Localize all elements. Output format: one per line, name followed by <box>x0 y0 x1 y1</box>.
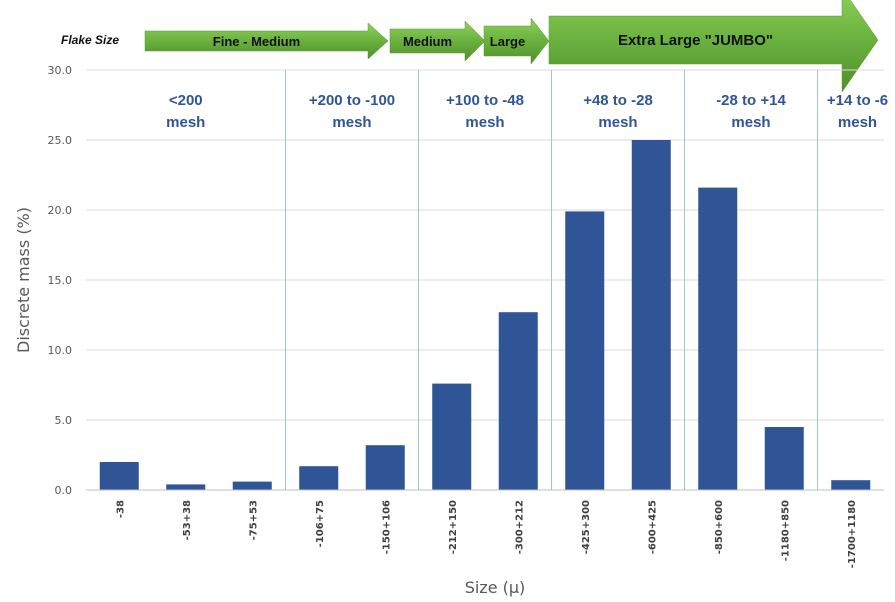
mesh-band-range: +14 to -6 <box>827 92 888 109</box>
x-tick-label: -600+425 <box>647 500 658 554</box>
bar <box>166 484 206 490</box>
y-axis-title: Discrete mass (%) <box>14 207 33 353</box>
gridlines <box>86 69 884 491</box>
x-tick-labels: -38 -53+38 -75+53 -106+75 -150+106 -212+150 -3… <box>115 500 858 568</box>
y-tick-label: 30.0 <box>48 64 73 77</box>
mesh-band-unit: mesh <box>465 114 504 131</box>
x-tick-label: -300+212 <box>514 500 525 554</box>
x-tick-label: -1700+1180 <box>847 500 858 568</box>
flake-size-label: Flake Size <box>61 33 119 47</box>
mesh-band-unit: mesh <box>731 114 770 131</box>
flake-size-arrow <box>483 17 550 65</box>
y-tick-label: 10.0 <box>48 344 73 357</box>
mesh-band-range: +100 to -48 <box>446 92 524 109</box>
mesh-band-unit: mesh <box>166 114 205 131</box>
x-tick-label: -212+150 <box>448 500 459 554</box>
x-tick-label: -53+38 <box>182 500 193 540</box>
flake-size-arrows: Fine - Medium Medium Large Extra Large "JUM… <box>144 0 879 93</box>
mesh-band-range: +48 to -28 <box>583 92 653 109</box>
bar <box>299 466 339 490</box>
bar <box>764 427 804 490</box>
bar <box>432 383 472 490</box>
mesh-band-unit: mesh <box>838 114 877 131</box>
x-tick-label: -150+106 <box>381 500 392 554</box>
x-tick-label: -425+300 <box>581 500 592 554</box>
bar <box>831 480 871 490</box>
bar <box>698 187 738 490</box>
bar <box>631 140 671 490</box>
x-tick-label: -850+600 <box>714 500 725 554</box>
mesh-band-range: <200 <box>169 92 203 109</box>
flake-size-category: Extra Large "JUMBO" <box>618 32 773 49</box>
bar <box>498 312 538 490</box>
y-tick-label: 15.0 <box>48 274 73 287</box>
y-tick-label: 0.0 <box>55 484 73 497</box>
x-axis-title: Size (µ) <box>465 578 526 597</box>
x-tick-label: -106+75 <box>315 500 326 547</box>
bars <box>99 140 871 490</box>
x-tick-label: -38 <box>115 500 126 518</box>
x-tick-label: -1180+850 <box>780 500 791 561</box>
mesh-separators <box>285 70 818 490</box>
flake-size-category: Medium <box>403 34 452 49</box>
bar <box>565 211 605 490</box>
bar <box>232 481 272 490</box>
y-tick-label: 25.0 <box>48 134 73 147</box>
y-tick-labels: 0.0 5.0 10.0 15.0 20.0 25.0 30.0 <box>48 64 73 497</box>
mesh-band-unit: mesh <box>598 114 637 131</box>
bar <box>99 462 139 490</box>
mesh-band-labels: <200 mesh +200 to -100 mesh +100 to -48 mesh +… <box>166 92 888 131</box>
flake-size-arrow <box>389 20 486 62</box>
mesh-band-unit: mesh <box>332 114 371 131</box>
bar <box>365 445 405 490</box>
flake-size-category: Large <box>490 34 525 49</box>
y-tick-label: 20.0 <box>48 204 73 217</box>
mesh-band-range: -28 to +14 <box>716 92 786 109</box>
flake-size-arrow <box>548 0 879 93</box>
flake-size-category: Fine - Medium <box>213 34 300 49</box>
y-tick-label: 5.0 <box>55 414 73 427</box>
flake-size-arrow <box>144 22 389 60</box>
x-tick-label: -75+53 <box>248 500 259 540</box>
mesh-band-range: +200 to -100 <box>309 92 395 109</box>
